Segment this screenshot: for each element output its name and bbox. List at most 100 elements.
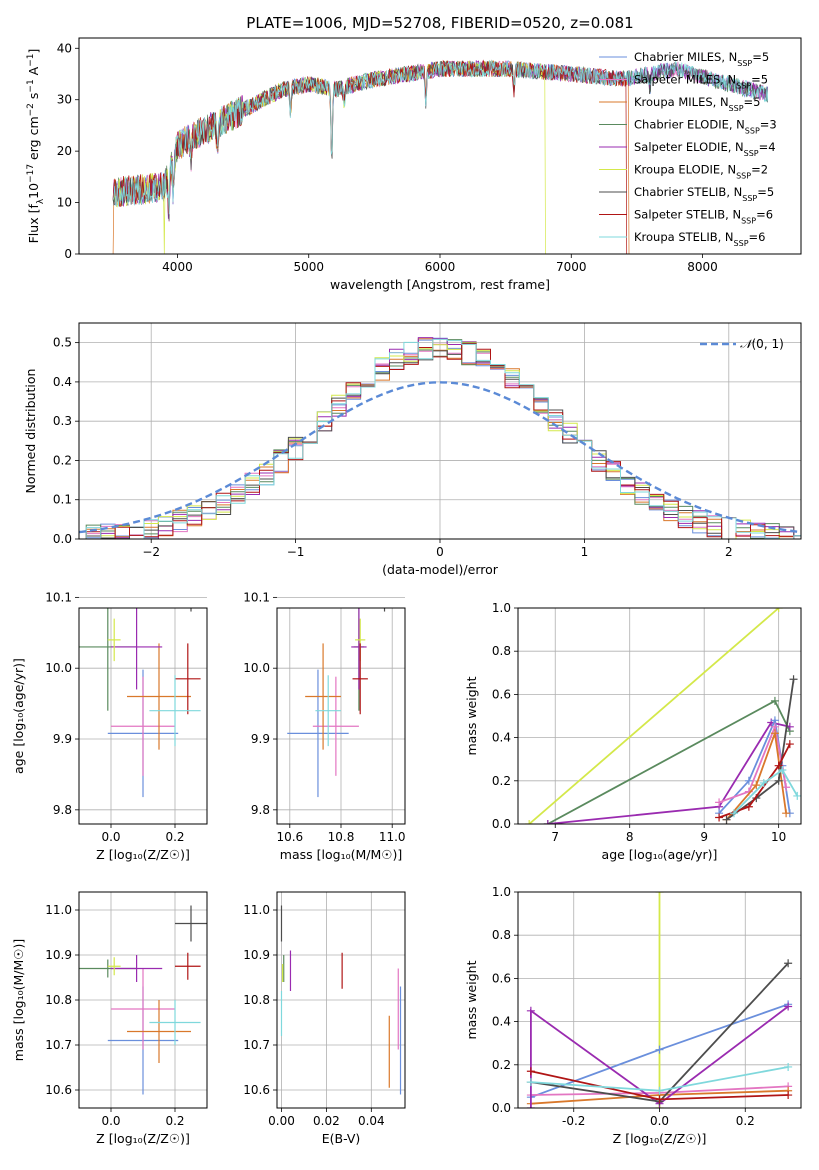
tick-label-y: 11.0	[243, 903, 270, 917]
tick-label-y: 10.9	[45, 948, 72, 962]
mass-weight-marker	[655, 1095, 664, 1104]
x-axis-label: Z [log₁₀(Z/Z☉)]	[96, 1131, 190, 1146]
tick-label-y: 10.8	[243, 993, 270, 1007]
legend-entry: Kroupa ELODIE, NSSP=2	[634, 163, 768, 181]
tick-label-y: 0.5	[53, 336, 72, 350]
tick-label-y: 20	[57, 144, 72, 158]
mass-weight-marker	[525, 820, 534, 824]
tick-label-y: 0.8	[492, 928, 511, 942]
y-axis-label: mass [log₁₀(M/M☉)]	[11, 939, 26, 1061]
plot-area	[79, 905, 207, 1095]
histogram-salpeter-stelib	[79, 343, 801, 539]
mass-weight-line-kroupa-elodie	[528, 608, 780, 824]
tick-label-x: 8	[626, 830, 634, 844]
y-axis-label-part: −1	[26, 54, 36, 67]
mass-weight-marker	[782, 809, 791, 818]
spectrum-line-kroupa-stelib	[112, 59, 769, 215]
legend-entry: Chabrier ELODIE, NSSP=3	[634, 118, 777, 136]
legend-entry-label: Kroupa MILES, N	[634, 95, 729, 109]
tick-label-y: 9.9	[53, 732, 72, 746]
legend-entry: 𝒩(0, 1)	[740, 337, 784, 351]
y-axis-label-part: erg cm	[26, 116, 41, 164]
y-axis-label-part: λ	[36, 198, 46, 204]
tick-label-y: 0.0	[53, 532, 72, 546]
tick-label-x: 4000	[162, 260, 193, 274]
residuals-panel: −2 −1 0 1 2 0.0 0.1 0.2 0.3 0.4 0.5 (data-model)/er…	[23, 322, 802, 577]
mass-vs-metallicity-panel: 0.0 0.2 10.6 10.7 10.8 10.9 11.0 Z [log₁₀(Z/Z☉)…	[11, 891, 208, 1146]
legend-entry-count: =5	[751, 73, 768, 87]
legend-entry-label: Chabrier ELODIE, N	[634, 118, 745, 132]
mass-weight-marker	[789, 675, 798, 684]
tick-label-y: 30	[57, 93, 72, 107]
mass-weight-marker	[715, 813, 724, 822]
y-axis-label-part: Flux [f	[26, 204, 41, 244]
mass-weight-marker	[784, 1062, 793, 1071]
legend-entry: Salpeter STELIB, NSSP=6	[634, 208, 773, 226]
tick-label-x: 7	[551, 830, 559, 844]
mass-weight-marker	[543, 820, 552, 824]
legend-entry: Salpeter ELODIE, NSSP=4	[634, 140, 776, 158]
tick-label-y: 0.6	[492, 971, 511, 985]
age-vs-metallicity-panel: 0.0 0.2 9.8 9.9 10.0 10.1 Z [log₁₀(Z/Z☉)] age […	[11, 590, 208, 862]
y-axis-label-part: ]	[26, 49, 41, 54]
mass-weight-line-kroupa-stelib	[733, 768, 799, 814]
x-axis-label: mass [log₁₀(M/M☉)]	[280, 847, 402, 862]
tick-label-x: 2	[725, 545, 733, 559]
tick-label-y: 0.4	[53, 375, 72, 389]
legend-entry-count: =6	[756, 208, 773, 222]
tick-label-x: 10	[771, 830, 786, 844]
mass-weight-marker	[784, 1091, 793, 1100]
tick-label-y: 10.7	[243, 1038, 270, 1052]
mass-weight-marker	[526, 1104, 535, 1108]
legend-entry-subscript: SSP	[736, 81, 751, 90]
mass-weight-marker	[774, 608, 783, 612]
tick-label-x: 1	[581, 545, 589, 559]
y-axis-label: age [log₁₀(age/yr)]	[11, 658, 26, 774]
mass-weight-marker	[655, 1045, 664, 1054]
y-axis-label: Flux [fλ10−17 erg cm−2 s−1 A−1]	[26, 49, 46, 244]
tick-label-x: 0	[436, 545, 444, 559]
tick-label-x: 11.0	[379, 830, 406, 844]
tick-label-y: 0.2	[53, 453, 72, 467]
mass-weight-line-chabrier-elodie	[547, 699, 791, 824]
tick-label-x: 0.2	[165, 1114, 184, 1128]
mass-weight-marker	[752, 781, 761, 790]
y-axis-label-part: s	[26, 93, 41, 104]
tick-label-y: 0.8	[492, 644, 511, 658]
tick-label-y: 0.2	[492, 774, 511, 788]
tick-label-x: 8000	[687, 260, 718, 274]
y-axis-label-part: A	[26, 66, 41, 79]
mass-weight-marker	[759, 778, 768, 787]
mass-weight-line-salpeter-miles	[718, 723, 787, 804]
tick-label-y: 10.7	[45, 1038, 72, 1052]
tick-label-y: 9.8	[251, 803, 270, 817]
tick-label-x: 0.0	[101, 830, 120, 844]
mass-weight-marker	[655, 1086, 664, 1095]
legend-entry: Kroupa MILES, NSSP=5	[634, 95, 760, 113]
normal-distribution-curve	[79, 381, 801, 534]
legend-entry-count: =4	[759, 140, 776, 154]
tick-label-y: 10.0	[45, 661, 72, 675]
tick-label-y: 10.9	[243, 948, 270, 962]
legend-entry-count: =5	[744, 95, 761, 109]
mass-weight-marker	[744, 776, 753, 785]
spectrum-panel: 4000 5000 6000 7000 8000 0 10 20 30 40 wavelength …	[26, 37, 802, 292]
tick-label-y: 10.6	[45, 1083, 72, 1097]
plot-area	[287, 608, 386, 798]
axes-frame	[276, 891, 406, 1109]
tick-label-y: 1.0	[492, 885, 511, 899]
legend-entry-label: Kroupa ELODIE, N	[634, 163, 736, 177]
legend-entry-label: Chabrier STELIB, N	[634, 185, 742, 199]
tick-label-x: 10.8	[328, 830, 355, 844]
mass-weight-vs-metallicity-panel: -0.2 0.0 0.2 0.0 0.2 0.4 0.6 0.8 1.0 Z [log₁₀(Z/Z…	[464, 885, 802, 1146]
tick-label-x: −1	[287, 545, 305, 559]
mass-weight-marker	[655, 892, 664, 896]
mass-weight-marker	[782, 783, 791, 792]
tick-label-x: 0.0	[650, 1114, 669, 1128]
mass-weight-marker	[793, 791, 801, 800]
axes-frame	[78, 322, 802, 540]
legend-entry-subscript: SSP	[744, 149, 759, 158]
tick-label-y: 40	[57, 41, 72, 55]
tick-label-y: 10.8	[45, 993, 72, 1007]
